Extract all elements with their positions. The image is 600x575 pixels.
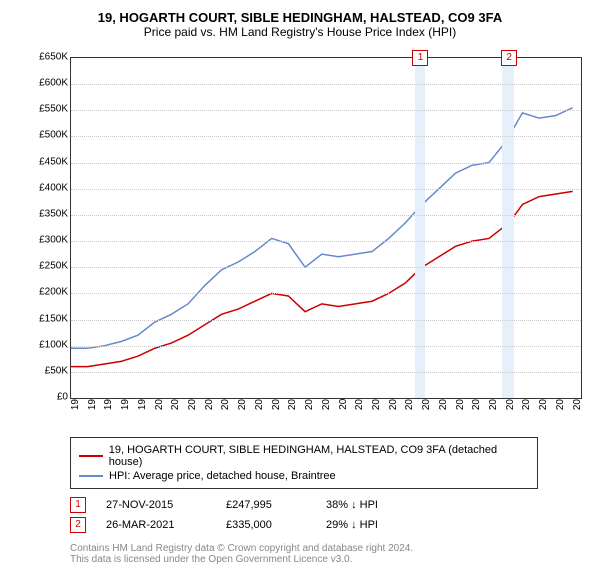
y-axis-label: £50K xyxy=(28,365,68,376)
y-axis-label: £350K xyxy=(28,208,68,219)
legend: 19, HOGARTH COURT, SIBLE HEDINGHAM, HALS… xyxy=(70,437,538,489)
y-axis-label: £200K xyxy=(28,287,68,298)
y-axis-label: £250K xyxy=(28,261,68,272)
chart-subtitle: Price paid vs. HM Land Registry's House … xyxy=(10,25,590,39)
transaction-table: 127-NOV-2015£247,99538% ↓ HPI 226-MAR-202… xyxy=(70,497,590,533)
transaction-row: 127-NOV-2015£247,99538% ↓ HPI xyxy=(70,497,590,513)
y-axis-label: £600K xyxy=(28,78,68,89)
transaction-row: 226-MAR-2021£335,00029% ↓ HPI xyxy=(70,517,590,533)
chart-area: £0 £50K £100K £150K £200K £250K £300K £350K £400… xyxy=(30,47,590,427)
y-axis-label: £0 xyxy=(28,392,68,403)
legend-item: 19, HOGARTH COURT, SIBLE HEDINGHAM, HALS… xyxy=(79,444,529,468)
y-axis-label: £500K xyxy=(28,130,68,141)
plot-area: 12 xyxy=(70,57,582,399)
y-axis-label: £100K xyxy=(28,339,68,350)
chart-marker: 2 xyxy=(501,50,517,66)
y-axis-label: £650K xyxy=(28,52,68,63)
footer-text: Contains HM Land Registry data © Crown c… xyxy=(70,543,590,565)
footer-line-1: Contains HM Land Registry data © Crown c… xyxy=(70,543,590,554)
chart-marker: 1 xyxy=(412,50,428,66)
legend-item: HPI: Average price, detached house, Brai… xyxy=(79,470,529,482)
y-axis-label: £150K xyxy=(28,313,68,324)
y-axis-label: £400K xyxy=(28,182,68,193)
y-axis-label: £450K xyxy=(28,156,68,167)
y-axis-label: £550K xyxy=(28,104,68,115)
y-axis-label: £300K xyxy=(28,235,68,246)
chart-title: 19, HOGARTH COURT, SIBLE HEDINGHAM, HALS… xyxy=(10,10,590,25)
